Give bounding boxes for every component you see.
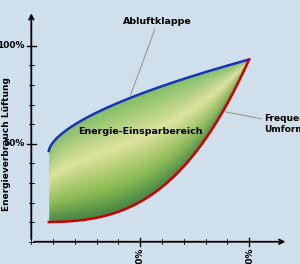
- Text: 50%: 50%: [136, 248, 145, 264]
- Text: Frequenz-
Umformer: Frequenz- Umformer: [226, 112, 300, 134]
- Text: 50%: 50%: [3, 139, 25, 148]
- Text: Energie-Einsparbereich: Energie-Einsparbereich: [78, 128, 202, 136]
- Text: 100%: 100%: [0, 41, 25, 50]
- Text: Abluftklappe: Abluftklappe: [123, 17, 192, 96]
- Text: 100%: 100%: [244, 248, 253, 264]
- Text: Energieverbrauch Lüftung: Energieverbrauch Lüftung: [2, 77, 11, 211]
